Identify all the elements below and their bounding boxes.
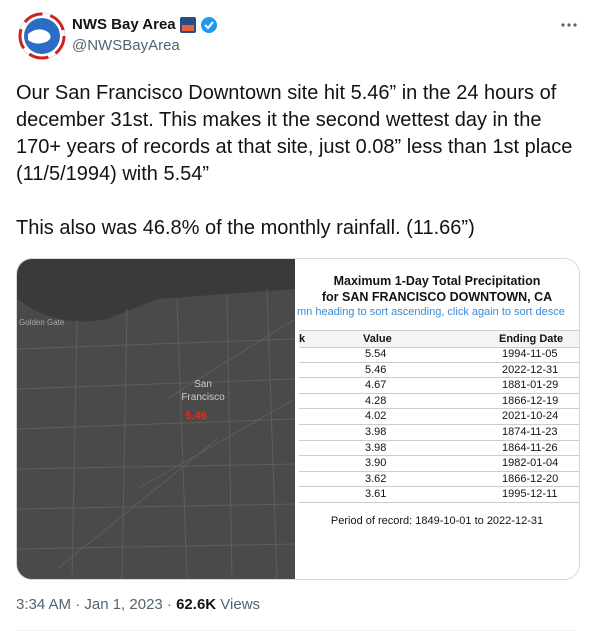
tweet-meta: 3:34 AM · Jan 1, 2023 · 62.6K Views: [16, 596, 260, 613]
date-cell: 1866-12-20: [502, 472, 559, 485]
value-cell: 5.54: [365, 348, 387, 360]
map-label: Golden Gate: [19, 318, 65, 327]
date-cell: 1994-11-05: [502, 348, 558, 360]
date-cell: 1866-12-19: [502, 394, 559, 407]
author-handle[interactable]: @NWSBayArea: [72, 37, 180, 54]
value-cell: 3.90: [365, 457, 387, 470]
header-cell: Ending Date: [499, 333, 564, 345]
paragraph: This also was 46.8% of the monthly rainf…: [16, 217, 475, 239]
more-menu[interactable]: [560, 22, 578, 28]
table-footer: Period of record: 1849-10-01 to 2022-12-…: [330, 515, 544, 527]
table-row: 3.61 1995-12-11: [299, 486, 579, 503]
value-cell: 3.61: [365, 488, 387, 501]
timestamp[interactable]: 3:34 AM · Jan 1, 2023 ·: [16, 596, 177, 613]
table-row: 5.54 1994-11-05: [299, 346, 579, 363]
records-table: Maximum 1-Day Total Precipitation for SA…: [295, 259, 579, 579]
table-header: k Value Ending Date: [299, 330, 579, 348]
table-row: 4.02 2021-10-24: [299, 408, 579, 425]
date-cell: 1982-01-04: [502, 457, 559, 470]
map-label: San: [194, 379, 212, 390]
date-cell: 2021-10-24: [502, 410, 559, 423]
date-cell: 1874-11-23: [502, 426, 558, 438]
divider: [16, 630, 576, 631]
header-cell: Value: [363, 333, 392, 345]
value-cell: 4.67: [365, 379, 387, 392]
value-cell: 5.46: [365, 363, 387, 376]
table-row: 3.62 1866-12-20: [299, 471, 579, 488]
table-row: 4.28 1866-12-19: [299, 393, 579, 410]
value-cell: 4.28: [365, 394, 387, 407]
value-cell: 3.62: [365, 472, 387, 485]
tweet-text: Our San Francisco Downtown site hit 5.46…: [16, 80, 576, 269]
views-label: Views: [220, 596, 261, 613]
value-cell: 3.98: [365, 426, 387, 438]
views-count: 62.6K: [176, 596, 217, 613]
table-row: 3.90 1982-01-04: [299, 455, 579, 472]
author-name[interactable]: NWS Bay Area: [72, 16, 176, 33]
table-subtitle: for SAN FRANCISCO DOWNTOWN, CA: [321, 290, 553, 304]
map-value: 5.46: [185, 410, 206, 422]
table-row: 5.46 2022-12-31: [299, 362, 579, 379]
value-cell: 3.98: [365, 441, 387, 454]
date-cell: 1864-11-26: [502, 441, 558, 454]
date-cell: 1881-01-29: [502, 379, 559, 392]
table-row: 3.98 1874-11-23: [299, 424, 579, 441]
date-cell: 2022-12-31: [502, 363, 559, 376]
value-cell: 4.02: [365, 410, 387, 423]
table-title: Maximum 1-Day Total Precipitation: [333, 274, 541, 288]
paragraph: Our San Francisco Downtown site hit 5.46…: [16, 82, 573, 185]
header-cell: k: [299, 333, 306, 345]
table-row: 4.67 1881-01-29: [299, 377, 579, 394]
map: Golden Gate San Francisco 5.46: [17, 259, 295, 579]
table-row: 3.98 1864-11-26: [299, 440, 579, 457]
badges: [180, 17, 217, 33]
media[interactable]: Golden Gate San Francisco 5.46 Maximum 1…: [16, 258, 580, 580]
avatar[interactable]: [18, 12, 66, 60]
date-cell: 1995-12-11: [502, 488, 558, 501]
table-hint: mn heading to sort ascending, click agai…: [297, 306, 565, 318]
map-label: Francisco: [181, 392, 225, 403]
